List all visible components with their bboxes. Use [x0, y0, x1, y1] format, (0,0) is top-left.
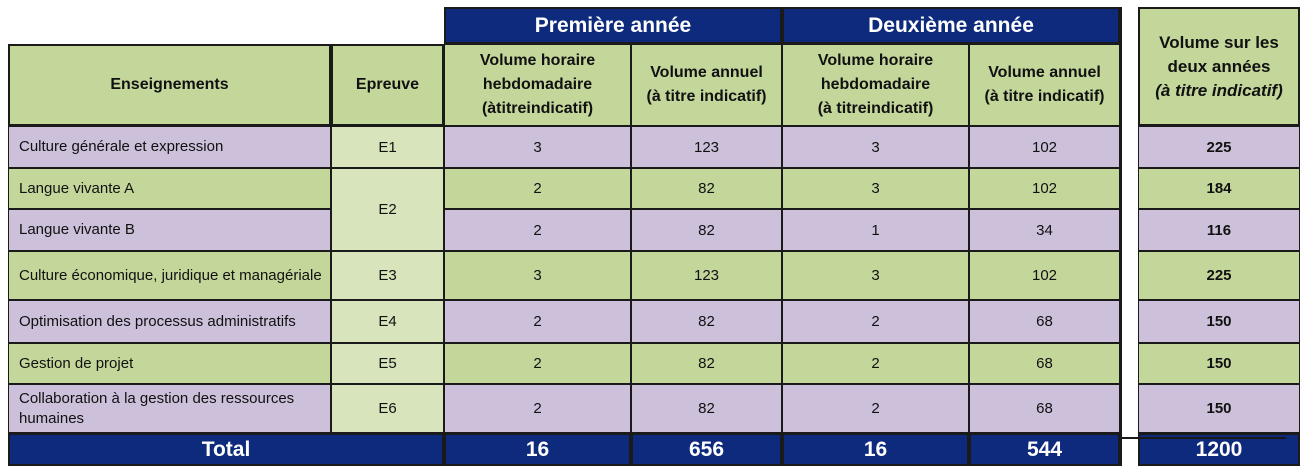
row-annuel-y2: 34: [969, 209, 1120, 251]
row-hebdo-y1: 2: [444, 343, 631, 384]
row-epreuve: E2: [331, 168, 444, 251]
header-volume-annuel-y2: Volume annuel (à titre indicatif): [969, 44, 1120, 126]
row-annuel-y2: 102: [969, 126, 1120, 168]
row-annuel-y1: 123: [631, 126, 782, 168]
header-line: (à titre indicatif): [984, 88, 1105, 105]
row-annuel-y1: 82: [631, 343, 782, 384]
row-hebdo-y2: 1: [782, 209, 969, 251]
row-hebdo-y1: 2: [444, 209, 631, 251]
row-total: 150: [1138, 343, 1300, 384]
row-total: 116: [1138, 209, 1300, 251]
row-label: Optimisation des processus administratif…: [8, 300, 331, 343]
row-epreuve: E3: [331, 251, 444, 300]
row-annuel-y2: 102: [969, 168, 1120, 209]
header-line: (à titreindicatif): [817, 100, 934, 117]
row-label: Langue vivante A: [8, 168, 331, 209]
header-volume-hebdo-y1: Volume horaire hebdomadaire (àtitreindic…: [444, 44, 631, 126]
row-annuel-y2: 68: [969, 384, 1120, 433]
row-annuel-y1: 82: [631, 384, 782, 433]
row-total: 225: [1138, 126, 1300, 168]
row-total: 225: [1138, 251, 1300, 300]
row-annuel-y1: 82: [631, 300, 782, 343]
row-divider: [1120, 437, 1286, 439]
row-annuel-y2: 68: [969, 343, 1120, 384]
header-line: Volume annuel: [988, 64, 1101, 81]
row-total: 184: [1138, 168, 1300, 209]
header-line: hebdomadaire: [820, 76, 931, 93]
row-epreuve: E4: [331, 300, 444, 343]
total-annuel-y2: 544: [969, 433, 1120, 466]
row-hebdo-y2: 2: [782, 384, 969, 433]
header-premiere-annee: Première année: [444, 7, 782, 44]
total-hebdo-y2: 16: [782, 433, 969, 466]
header-volume-annuel-y1: Volume annuel (à titre indicatif): [631, 44, 782, 126]
row-hebdo-y1: 2: [444, 384, 631, 433]
header-line: (à titre indicatif): [646, 88, 767, 105]
row-label: Gestion de projet: [8, 343, 331, 384]
row-annuel-y1: 82: [631, 168, 782, 209]
header-line: hebdomadaire: [482, 76, 593, 93]
total-label: Total: [8, 433, 444, 466]
row-annuel-y2: 68: [969, 300, 1120, 343]
total-annuel-y1: 656: [631, 433, 782, 466]
header-line: Volume sur les: [1159, 32, 1279, 52]
row-hebdo-y1: 3: [444, 251, 631, 300]
row-hebdo-y1: 2: [444, 168, 631, 209]
row-label: Culture générale et expression: [8, 126, 331, 168]
row-total: 150: [1138, 300, 1300, 343]
row-hebdo-y1: 2: [444, 300, 631, 343]
header-line: Volume horaire: [817, 52, 934, 69]
row-annuel-y2: 102: [969, 251, 1120, 300]
row-hebdo-y2: 3: [782, 126, 969, 168]
row-hebdo-y2: 3: [782, 168, 969, 209]
row-hebdo-y2: 2: [782, 300, 969, 343]
header-volume-hebdo-y2: Volume horaire hebdomadaire (à titreindi…: [782, 44, 969, 126]
row-label: Langue vivante B: [8, 209, 331, 251]
header-enseignements: Enseignements: [8, 44, 331, 126]
header-line: Volume horaire: [479, 52, 596, 69]
row-epreuve: E5: [331, 343, 444, 384]
row-total: 150: [1138, 384, 1300, 433]
row-epreuve: E1: [331, 126, 444, 168]
row-hebdo-y2: 3: [782, 251, 969, 300]
row-annuel-y1: 82: [631, 209, 782, 251]
header-line: (à titre indicatif): [1155, 80, 1283, 100]
header-epreuve: Epreuve: [331, 44, 444, 126]
row-annuel-y1: 123: [631, 251, 782, 300]
column-divider: [1120, 7, 1122, 466]
header-volume-deux-annees: Volume sur les deux années (à titre indi…: [1138, 7, 1300, 126]
header-line: (àtitreindicatif): [481, 100, 594, 117]
row-hebdo-y2: 2: [782, 343, 969, 384]
row-hebdo-y1: 3: [444, 126, 631, 168]
row-label: Collaboration à la gestion des ressource…: [8, 384, 331, 433]
row-epreuve: E6: [331, 384, 444, 433]
header-line: deux années: [1167, 56, 1271, 76]
total-hebdo-y1: 16: [444, 433, 631, 466]
header-deuxieme-annee: Deuxième année: [782, 7, 1120, 44]
row-label: Culture économique, juridique et managér…: [8, 251, 331, 300]
header-line: Volume annuel: [650, 64, 763, 81]
